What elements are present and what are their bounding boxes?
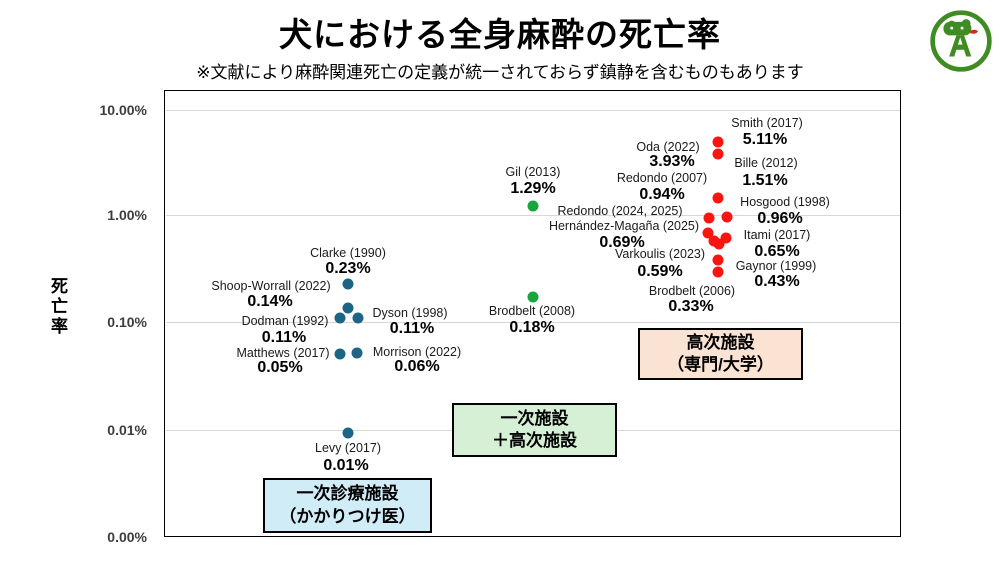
study-label: Brodbelt (2008) <box>488 304 576 318</box>
value-label: 1.51% <box>742 172 788 189</box>
study-label: Redondo (2007) <box>616 171 708 185</box>
value-label: 0.11% <box>389 320 435 337</box>
page-title: 犬における全身麻酔の死亡率 <box>279 16 721 53</box>
y-axis-label: 死亡率 <box>48 277 67 337</box>
data-point-dot <box>334 348 346 360</box>
y-tick-label: 10.00% <box>99 102 147 118</box>
value-label: 0.96% <box>757 210 803 227</box>
y-tick-label: 1.00% <box>107 207 147 223</box>
data-point-dot <box>703 212 715 224</box>
value-label: 0.06% <box>394 358 440 375</box>
value-label: 0.14% <box>247 293 293 310</box>
legend-box-label: （専門/大学） <box>667 355 774 374</box>
value-label: 0.01% <box>323 457 369 474</box>
study-label: Morrison (2022) <box>372 345 462 359</box>
data-point-dot <box>712 254 724 266</box>
data-point-dot <box>527 200 539 212</box>
legend-box: 一次診療施設 （かかりつけ医） <box>263 478 432 533</box>
study-label: Dyson (1998) <box>372 306 448 320</box>
data-point-dot <box>334 312 346 324</box>
value-label: 0.05% <box>257 359 303 376</box>
data-point-dot <box>720 232 732 244</box>
data-point-dot <box>712 266 724 278</box>
study-label: Dodman (1992) <box>241 314 329 328</box>
study-label: Varkoulis (2023) <box>614 247 706 261</box>
study-label: Clarke (1990) <box>310 246 386 260</box>
study-label: Shoop-Worrall (2022) <box>211 279 331 293</box>
plot-area <box>164 90 901 537</box>
data-point-dot <box>342 278 354 290</box>
gridline <box>166 110 900 111</box>
study-label: Gaynor (1999) <box>735 259 817 273</box>
value-label: 5.11% <box>742 131 788 148</box>
legend-box-label: ＋高次施設 <box>492 431 577 450</box>
value-label: 0.65% <box>754 243 800 260</box>
value-label: 0.94% <box>639 186 685 203</box>
study-label: Bille (2012) <box>734 156 798 170</box>
legend-box-label: 一次施設 <box>500 408 569 428</box>
page-subtitle: ※文献により麻酔関連死亡の定義が統一されておらず鎮静を含むものもあります <box>196 63 804 82</box>
study-label: Smith (2017) <box>731 116 803 130</box>
data-point-dot <box>352 312 364 324</box>
legend-box: 高次施設 （専門/大学） <box>638 328 803 380</box>
gridline <box>166 215 900 216</box>
value-label: 0.23% <box>325 260 371 277</box>
y-tick-label: 0.10% <box>107 314 147 330</box>
value-label: 3.93% <box>649 153 695 170</box>
study-label: Matthews (2017) <box>236 346 330 360</box>
data-point-dot <box>527 291 539 303</box>
data-point-dot <box>702 227 714 239</box>
study-label: Oda (2022) <box>636 140 700 154</box>
data-point-dot <box>713 238 725 250</box>
study-label: Gil (2013) <box>505 165 561 179</box>
value-label: 0.11% <box>261 329 307 346</box>
value-label: 0.43% <box>754 273 800 290</box>
study-label: Redondo (2024, 2025) <box>557 204 683 218</box>
y-tick-label: 0.00% <box>107 529 147 545</box>
study-label: Hernández-Magaña (2025) <box>548 219 700 233</box>
data-point-dot <box>712 136 724 148</box>
value-label: 0.59% <box>637 263 683 280</box>
value-label: 1.29% <box>510 180 556 197</box>
study-label: Levy (2017) <box>314 441 382 455</box>
y-tick-label: 0.01% <box>107 422 147 438</box>
legend-box-label: 一次診療施設 <box>296 484 399 504</box>
value-label: 0.69% <box>599 234 645 251</box>
legend-box: 一次施設 ＋高次施設 <box>452 403 617 457</box>
data-point-dot <box>351 347 363 359</box>
data-point-dot <box>721 211 733 223</box>
data-point-dot <box>342 427 354 439</box>
value-label: 0.33% <box>668 298 714 315</box>
study-label: Itami (2017) <box>743 228 811 242</box>
legend-box-label: （かかりつけ医） <box>279 506 416 526</box>
data-point-dot <box>712 148 724 160</box>
study-label: Brodbelt (2006) <box>648 284 736 298</box>
study-label: Hosgood (1998) <box>740 195 830 209</box>
data-point-dot <box>712 192 724 204</box>
gridline <box>166 322 900 323</box>
legend-box-label: 高次施設 <box>686 332 755 352</box>
data-point-dot <box>342 302 354 314</box>
dog-mascot-logo <box>930 10 992 72</box>
value-label: 0.18% <box>509 319 555 336</box>
